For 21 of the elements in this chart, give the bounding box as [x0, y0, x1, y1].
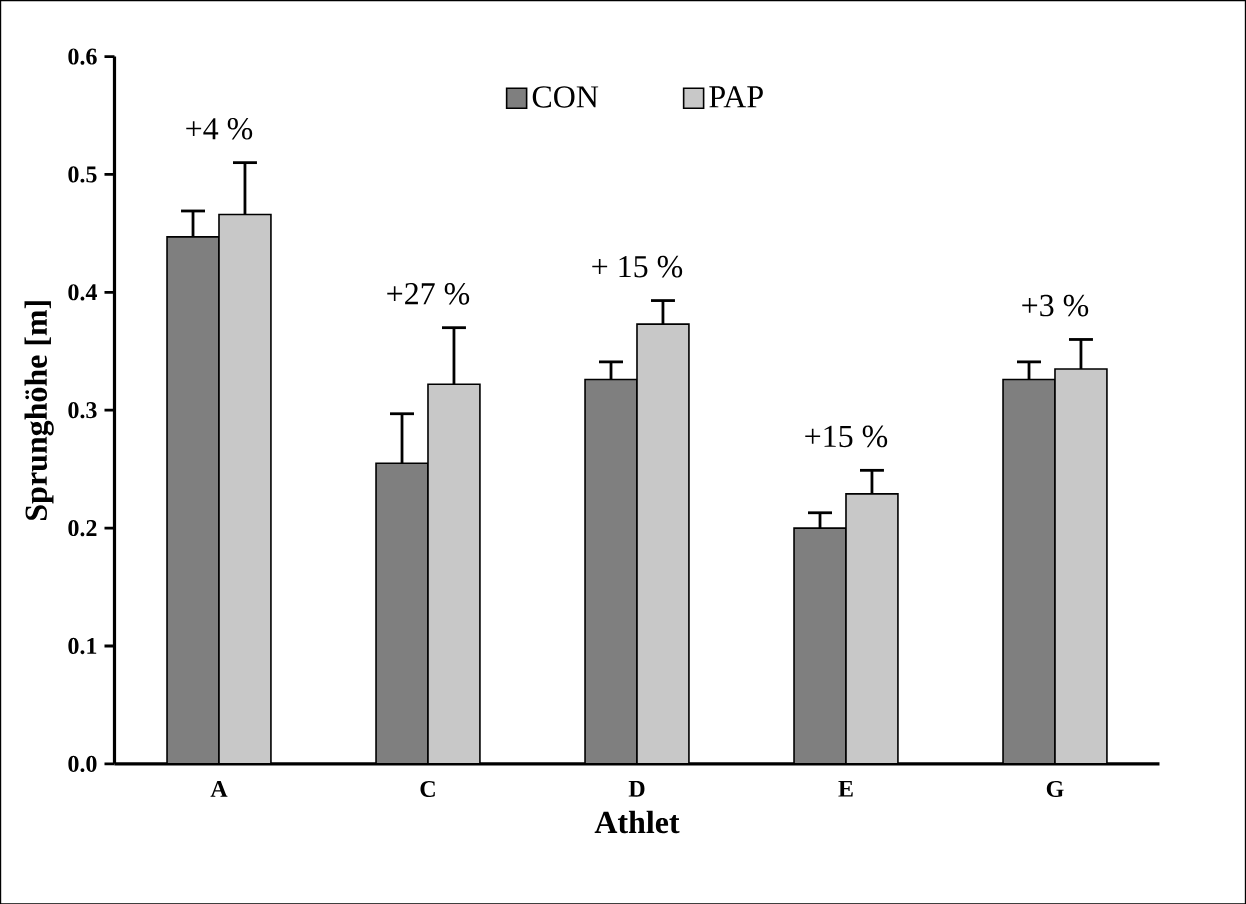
x-tick-label: G [1046, 780, 1064, 797]
legend-label: CON [532, 86, 599, 108]
x-tick-label: E [838, 780, 853, 797]
x-tick-label: C [420, 780, 435, 797]
y-axis-title: Sprunghöhe [m] [24, 301, 54, 520]
y-tick-label: 0.6 [68, 48, 97, 65]
annotation: +3 % [1022, 294, 1089, 317]
y-tick-label: 0.4 [68, 284, 97, 301]
y-tick-label: 0.0 [68, 755, 97, 772]
x-tick-label: A [210, 780, 228, 797]
annotation: +27 % [387, 282, 470, 305]
y-tick-label: 0.1 [68, 637, 97, 654]
annotation: +4 % [186, 117, 253, 140]
annotation: + 15 % [592, 255, 683, 278]
y-tick-label: 0.3 [68, 401, 97, 419]
y-tick-label: 0.5 [68, 166, 97, 183]
x-tick-label: D [628, 780, 645, 797]
annotation: +15 % [805, 425, 888, 448]
y-tick-label: 0.2 [68, 519, 97, 537]
legend-label: PAP [709, 86, 763, 108]
x-axis-title: Athlet [594, 810, 680, 834]
